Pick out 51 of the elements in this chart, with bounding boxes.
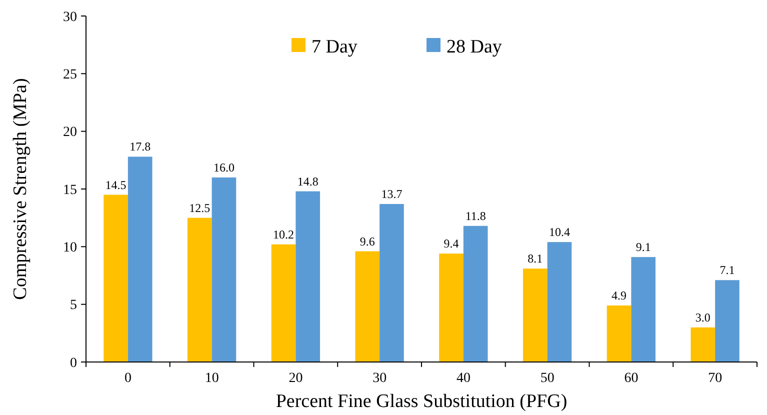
bar <box>631 257 656 362</box>
data-label: 12.5 <box>189 200 210 215</box>
y-tick-label: 5 <box>70 298 77 314</box>
data-label: 7.1 <box>720 263 735 278</box>
y-tick-label: 0 <box>70 356 77 371</box>
x-tick-label: 60 <box>624 371 638 386</box>
x-tick-label: 0 <box>124 371 132 386</box>
bar <box>104 194 128 362</box>
bar <box>606 305 632 362</box>
y-tick-label: 10 <box>63 240 77 256</box>
x-tick-label: 70 <box>708 371 722 386</box>
bar <box>463 226 488 362</box>
data-label: 4.9 <box>612 288 627 302</box>
x-axis-title: Percent Fine Glass Substitution (PFG) <box>276 391 568 412</box>
y-tick-label: 30 <box>63 10 77 25</box>
data-label: 10.2 <box>273 227 294 242</box>
bar <box>212 177 236 362</box>
data-label: 16.0 <box>213 160 234 174</box>
y-tick-label: 15 <box>63 182 77 198</box>
data-label: 9.4 <box>444 236 459 251</box>
bar <box>547 242 572 362</box>
bar <box>439 254 464 362</box>
bar <box>380 204 404 362</box>
bar <box>296 191 320 362</box>
data-label: 9.6 <box>360 234 375 248</box>
x-tick-label: 10 <box>204 371 219 386</box>
data-label: 8.1 <box>528 252 543 266</box>
y-axis-title: Compressive Strength (MPa) <box>10 78 31 300</box>
data-label: 13.7 <box>381 186 402 201</box>
bar <box>522 268 548 362</box>
bar <box>187 218 212 362</box>
y-tick-label: 20 <box>63 125 77 140</box>
x-tick-label: 40 <box>456 371 470 386</box>
x-tick-label: 30 <box>372 371 387 386</box>
bar <box>355 251 380 362</box>
x-tick-label: 50 <box>540 371 554 386</box>
bar <box>271 244 296 362</box>
data-label: 17.8 <box>130 140 151 154</box>
x-tick-label: 20 <box>288 371 303 386</box>
data-label: 3.0 <box>695 310 710 324</box>
bar <box>715 280 740 362</box>
legend-label: 7 Day <box>312 36 358 58</box>
data-label: 14.5 <box>105 178 126 192</box>
data-label: 11.8 <box>465 208 486 223</box>
legend-label: 28 Day <box>446 36 502 58</box>
data-label: 14.8 <box>297 174 318 188</box>
y-tick-label: 25 <box>63 68 77 83</box>
data-label: 9.1 <box>636 240 651 254</box>
bar <box>690 327 716 362</box>
bar <box>128 156 152 362</box>
data-label: 10.4 <box>548 225 570 240</box>
